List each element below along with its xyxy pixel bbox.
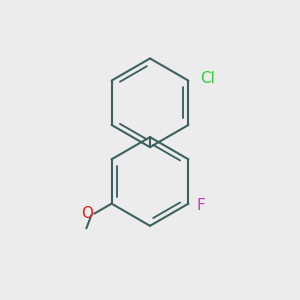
Text: Cl: Cl (200, 71, 215, 86)
Text: O: O (81, 206, 93, 221)
Text: F: F (197, 198, 206, 213)
